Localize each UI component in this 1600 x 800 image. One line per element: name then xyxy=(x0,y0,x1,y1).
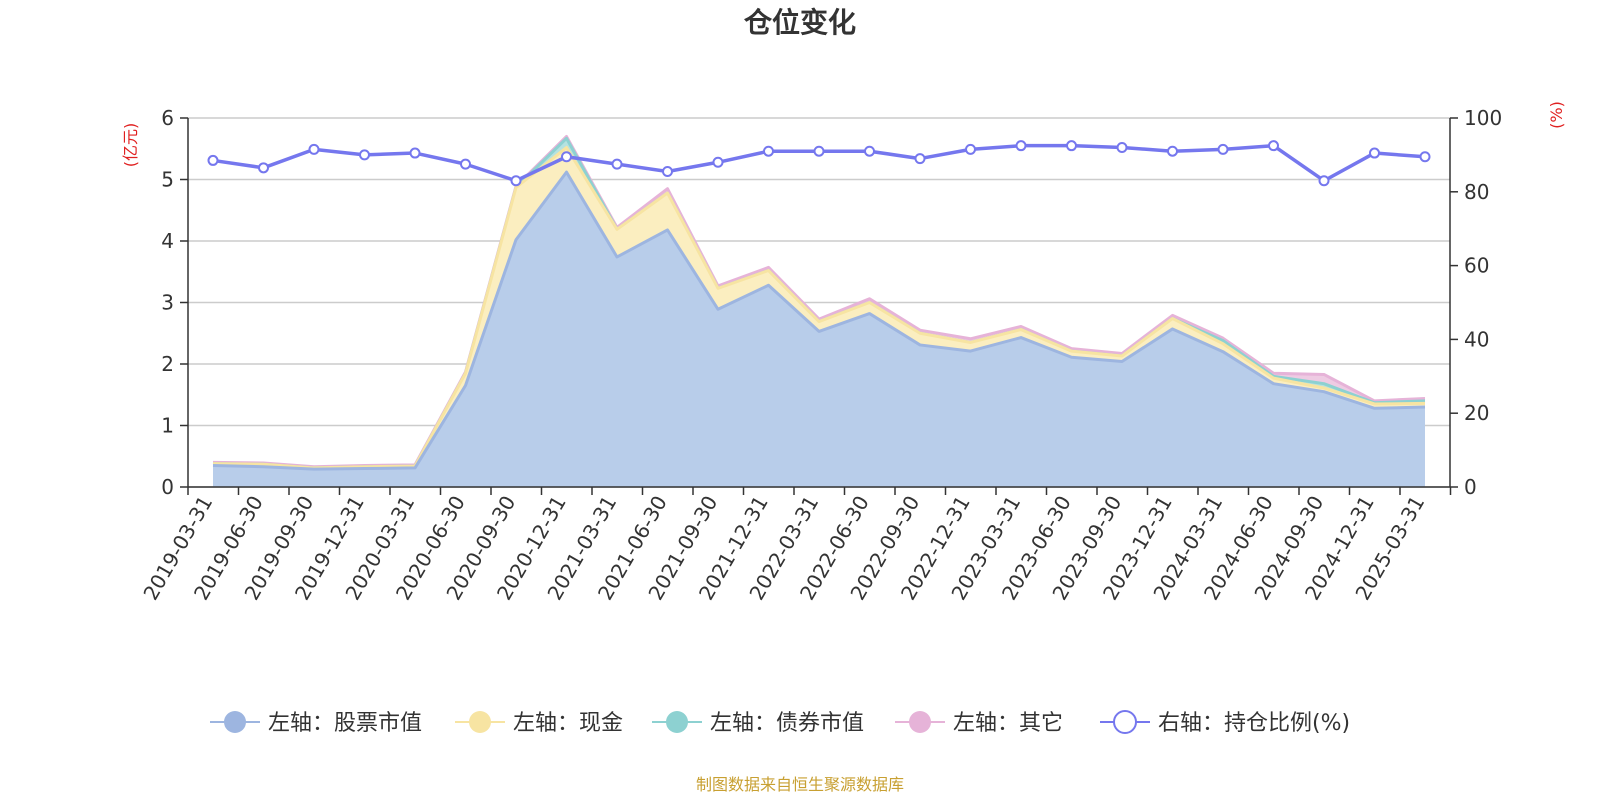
left-axis-tick-label: 4 xyxy=(161,229,174,253)
ratio-point xyxy=(510,175,522,187)
ratio-point xyxy=(1066,140,1077,152)
left-axis-tick-label: 3 xyxy=(161,291,174,315)
legend-item: 左轴：债券市值 xyxy=(652,711,864,736)
right-axis-tick-label: 40 xyxy=(1464,327,1489,351)
ratio-point xyxy=(712,156,724,168)
legend-swatch-marker xyxy=(469,711,491,733)
left-axis-tick-label: 5 xyxy=(161,168,174,192)
legend-swatch-marker xyxy=(666,711,688,733)
legend-swatch-marker xyxy=(1113,710,1137,734)
ratio-point xyxy=(308,143,320,155)
area-edge-line xyxy=(212,170,1426,471)
legend-label: 左轴：现金 xyxy=(513,711,623,736)
ratio-point xyxy=(359,149,370,161)
ratio-point xyxy=(207,154,219,166)
left-axis-tick-label: 2 xyxy=(161,352,174,376)
legend-swatch-marker xyxy=(909,711,931,733)
right-axis-tick-label: 100 xyxy=(1464,106,1502,130)
left-axis-tick-label: 1 xyxy=(161,414,174,438)
legend-item: 右轴：持仓比例(%) xyxy=(1100,710,1350,736)
ratio-point xyxy=(409,147,421,159)
legend-label: 左轴：其它 xyxy=(953,711,1063,736)
legend-label: 左轴：债券市值 xyxy=(710,711,864,736)
ratio-point xyxy=(1268,140,1279,152)
ratio-point xyxy=(1167,145,1178,157)
right-axis-unit: (%) xyxy=(1547,101,1566,129)
ratio-point xyxy=(1369,147,1380,159)
chart-title: 仓位变化 xyxy=(744,6,856,39)
stacked-areas xyxy=(212,134,1426,487)
ratio-point xyxy=(763,145,774,157)
ratio-point xyxy=(561,151,572,163)
legend: 左轴：股票市值 左轴：现金 左轴：债券市值 左轴：其它 右轴：持仓比例(%) xyxy=(210,710,1350,736)
right-axis-tick-label: 60 xyxy=(1464,254,1489,278)
ratio-point xyxy=(1419,151,1431,163)
legend-item: 左轴：现金 xyxy=(455,711,623,736)
left-axis-tick-label: 0 xyxy=(161,475,174,499)
ratio-point xyxy=(1015,140,1027,152)
right-axis-tick-label: 80 xyxy=(1464,180,1489,204)
ratio-point xyxy=(662,166,673,178)
legend-item: 左轴：股票市值 xyxy=(210,711,422,736)
area-fill-series xyxy=(213,147,1425,470)
left-axis-tick-label: 6 xyxy=(161,106,174,130)
ratio-point xyxy=(460,158,471,170)
legend-label: 右轴：持仓比例(%) xyxy=(1158,711,1350,736)
right-axis-tick-label: 0 xyxy=(1464,475,1477,499)
ratio-point xyxy=(813,145,825,157)
ratio-point xyxy=(1217,143,1229,155)
ratio-point xyxy=(1318,175,1330,187)
left-axis-unit: (亿元) xyxy=(121,123,140,168)
legend-item: 左轴：其它 xyxy=(895,711,1063,736)
ratio-point xyxy=(1116,142,1128,154)
data-source-note: 制图数据来自恒生聚源数据库 xyxy=(696,775,904,794)
ratio-point xyxy=(258,162,269,174)
ratio-point xyxy=(914,153,926,165)
holding-ratio-line xyxy=(207,140,1431,187)
legend-label: 左轴：股票市值 xyxy=(268,711,422,736)
legend-swatch-marker xyxy=(224,711,246,733)
ratio-point xyxy=(611,158,623,170)
ratio-point xyxy=(864,145,875,157)
right-axis-tick-label: 20 xyxy=(1464,401,1489,425)
ratio-point xyxy=(965,143,976,155)
area-fill-series xyxy=(213,172,1425,487)
